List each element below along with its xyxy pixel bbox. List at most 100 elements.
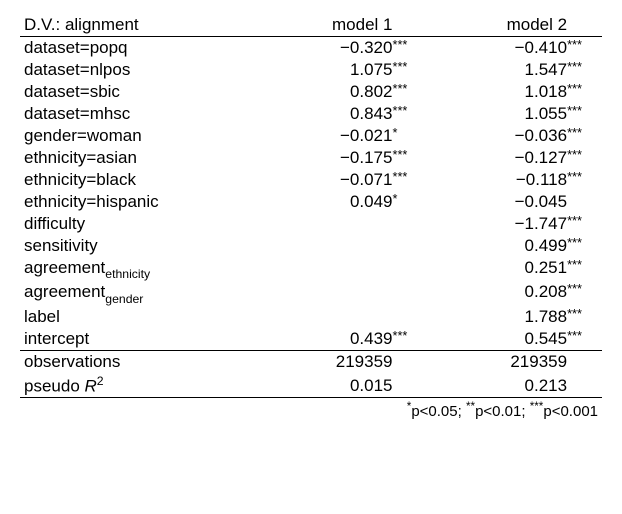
value-m1: 219359 [253, 350, 393, 373]
legend-row: *p<0.05; **p<0.01; ***p<0.001 [20, 398, 602, 422]
value-m1: −0.071 [253, 169, 393, 191]
row-label: ethnicity=black [20, 169, 253, 191]
value-m1: 0.015 [253, 373, 393, 398]
sig-m2 [567, 349, 602, 372]
sig-m1: *** [392, 327, 427, 350]
value-m2: 219359 [427, 350, 567, 373]
value-m1: 0.843 [253, 103, 393, 125]
significance-legend: *p<0.05; **p<0.01; ***p<0.001 [20, 398, 602, 422]
value-m1 [253, 281, 393, 305]
data-row: dataset=sbic0.802***1.018*** [20, 81, 602, 103]
row-label: agreementethnicity [20, 257, 253, 281]
sig-m1: *** [392, 80, 427, 102]
value-m1: −0.021 [253, 125, 393, 147]
row-label: dataset=mhsc [20, 103, 253, 125]
data-row: gender=woman−0.021*−0.036*** [20, 125, 602, 147]
sig-m1: *** [392, 36, 427, 59]
sig-m1: * [392, 190, 427, 212]
sig-m2 [567, 190, 602, 212]
value-m1: 1.075 [253, 59, 393, 81]
value-m1: 0.439 [253, 328, 393, 351]
value-m2: 1.547 [427, 59, 567, 81]
data-row: ethnicity=hispanic0.049*−0.045 [20, 191, 602, 213]
row-label: dataset=nlpos [20, 59, 253, 81]
row-label: ethnicity=asian [20, 147, 253, 169]
header-m1: model 1 [253, 14, 393, 37]
row-label: label [20, 306, 253, 328]
sig-m2: *** [567, 256, 602, 280]
data-row: dataset=popq−0.320***−0.410*** [20, 37, 602, 60]
data-row: agreementethnicity 0.251*** [20, 257, 602, 281]
data-row: agreementgender 0.208*** [20, 281, 602, 305]
value-m2: −1.747 [427, 213, 567, 235]
value-m1 [253, 257, 393, 281]
value-m1: 0.049 [253, 191, 393, 213]
sig-m1 [392, 372, 427, 397]
row-label: intercept [20, 328, 253, 351]
row-label: difficulty [20, 213, 253, 235]
header-dv: D.V.: alignment [20, 14, 253, 37]
sig-m1: * [392, 124, 427, 146]
header-row: D.V.: alignment model 1 model 2 [20, 14, 602, 37]
row-label: pseudo R2 [20, 373, 253, 398]
sig-m1: *** [392, 146, 427, 168]
sig-m1 [392, 212, 427, 234]
sig-m2: *** [567, 234, 602, 256]
sig-m1 [392, 349, 427, 372]
data-row: sensitivity 0.499*** [20, 235, 602, 257]
sig-m2: *** [567, 168, 602, 190]
header-m2: model 2 [427, 14, 567, 37]
sig-m2: *** [567, 58, 602, 80]
value-m1: −0.320 [253, 37, 393, 60]
value-m2: 0.499 [427, 235, 567, 257]
data-row: dataset=mhsc0.843***1.055*** [20, 103, 602, 125]
sig-m2: *** [567, 280, 602, 304]
value-m1: −0.175 [253, 147, 393, 169]
value-m2: −0.127 [427, 147, 567, 169]
sig-m1 [392, 305, 427, 327]
data-row: dataset=nlpos1.075***1.547*** [20, 59, 602, 81]
value-m1 [253, 235, 393, 257]
data-row: label 1.788*** [20, 306, 602, 328]
sig-m2: *** [567, 305, 602, 327]
footer-row: observations219359219359 [20, 350, 602, 373]
sig-m2: *** [567, 124, 602, 146]
value-m2: −0.118 [427, 169, 567, 191]
data-row: difficulty −1.747*** [20, 213, 602, 235]
sig-m1: *** [392, 102, 427, 124]
sig-m2: *** [567, 212, 602, 234]
sig-m1 [392, 234, 427, 256]
row-label: ethnicity=hispanic [20, 191, 253, 213]
data-row: ethnicity=black−0.071***−0.118*** [20, 169, 602, 191]
sig-m2: *** [567, 36, 602, 59]
row-label: agreementgender [20, 281, 253, 305]
value-m2: −0.036 [427, 125, 567, 147]
row-label: dataset=popq [20, 37, 253, 60]
data-row: intercept0.439***0.545*** [20, 328, 602, 351]
value-m1 [253, 213, 393, 235]
row-label: sensitivity [20, 235, 253, 257]
value-m2: 1.018 [427, 81, 567, 103]
sig-m2: *** [567, 102, 602, 124]
row-label: dataset=sbic [20, 81, 253, 103]
footer-row: pseudo R20.015 0.213 [20, 373, 602, 398]
sig-m2: *** [567, 146, 602, 168]
sig-m1: *** [392, 58, 427, 80]
row-label: observations [20, 350, 253, 373]
value-m2: 1.788 [427, 306, 567, 328]
sig-m1 [392, 256, 427, 280]
value-m2: 0.213 [427, 373, 567, 398]
value-m2: −0.045 [427, 191, 567, 213]
value-m2: 1.055 [427, 103, 567, 125]
data-row: ethnicity=asian−0.175***−0.127*** [20, 147, 602, 169]
value-m1: 0.802 [253, 81, 393, 103]
regression-table: D.V.: alignment model 1 model 2 dataset=… [20, 14, 602, 421]
value-m2: 0.545 [427, 328, 567, 351]
value-m1 [253, 306, 393, 328]
value-m2: 0.251 [427, 257, 567, 281]
sig-m2 [567, 372, 602, 397]
sig-m1: *** [392, 168, 427, 190]
row-label: gender=woman [20, 125, 253, 147]
sig-m1 [392, 280, 427, 304]
value-m2: 0.208 [427, 281, 567, 305]
